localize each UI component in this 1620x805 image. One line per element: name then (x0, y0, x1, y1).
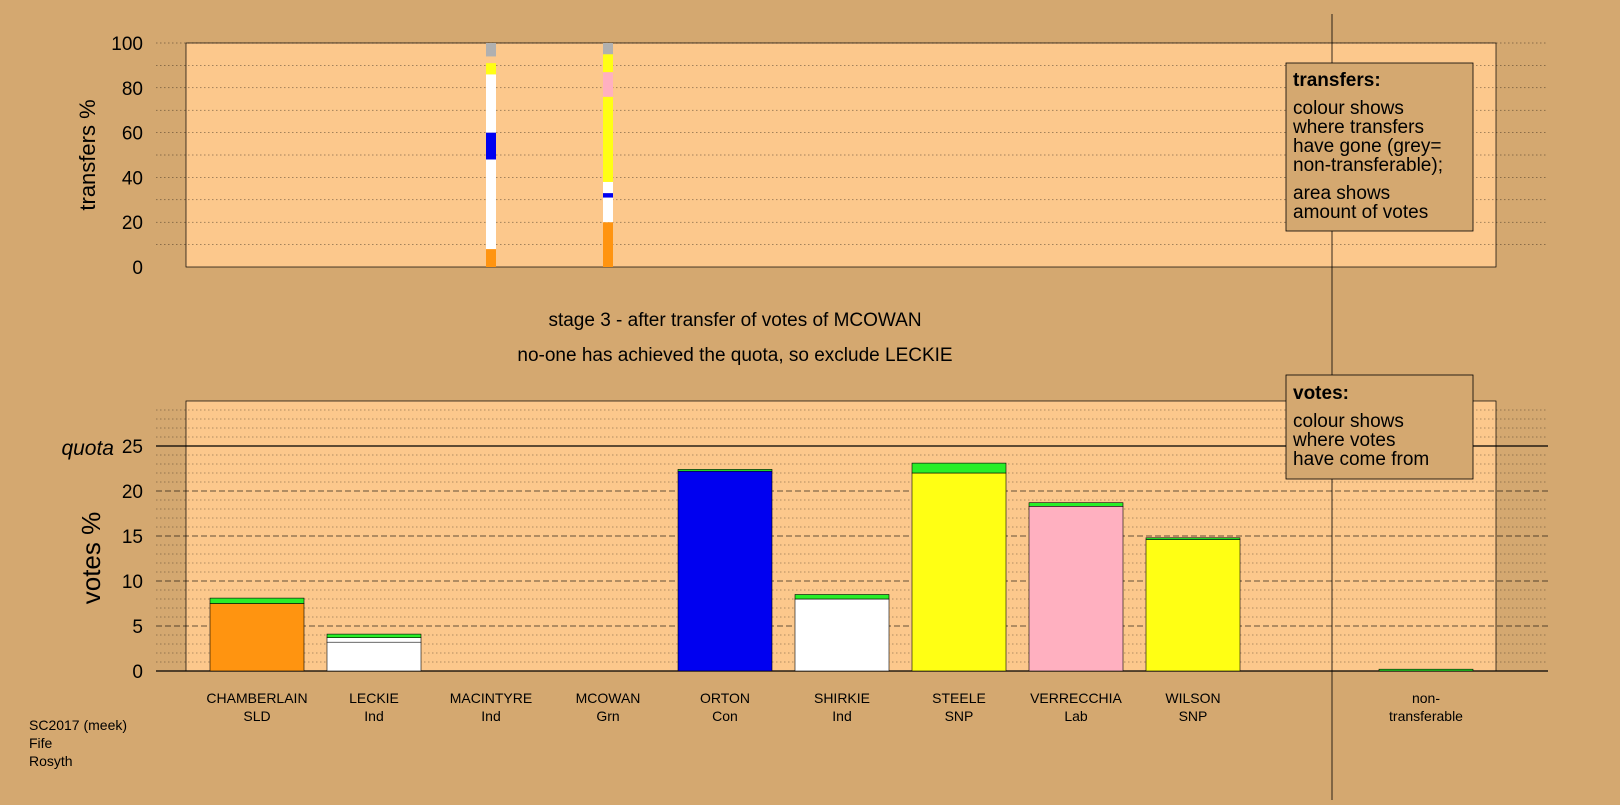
transfer-segment (603, 181, 613, 194)
transfer-segment (603, 54, 613, 73)
vote-bar-segment (1028, 505, 1124, 672)
transfers-legend: transfers: colour shows where transfers … (1285, 62, 1474, 232)
vote-bar-segment (677, 470, 773, 672)
footer-line: SC2017 (meek) (29, 717, 127, 733)
votes-legend-line: have come from (1293, 449, 1429, 470)
transfers-legend-line: non-transferable); (1293, 155, 1443, 176)
candidate-party-label: SLD (243, 708, 270, 724)
transfers-y-axis-label: transfers % (75, 99, 100, 210)
transfer-segment (486, 74, 496, 133)
votes-y-tick-label: 0 (132, 662, 143, 683)
vote-bar-segment (209, 603, 305, 672)
vote-bar-segment (911, 472, 1007, 672)
candidate-name-label: MACINTYRE (450, 690, 532, 706)
transfers-legend-line: colour shows (1293, 98, 1404, 119)
decision-text: no-one has achieved the quota, so exclud… (517, 345, 952, 366)
transfers-columns (486, 43, 613, 267)
nontransferable-label: non- (1412, 690, 1440, 706)
transfer-segment (486, 63, 496, 75)
votes-y-axis-label: votes % (76, 512, 106, 605)
vote-bar-segment (326, 637, 422, 643)
transfers-y-ticks: 0 20 40 60 80 100 (111, 34, 143, 279)
votes-bars (209, 462, 1474, 672)
votes-y-tick-label: 20 (122, 482, 143, 503)
candidate-party-label: Grn (596, 708, 619, 724)
vote-bar-segment (794, 594, 890, 600)
candidate-party-label: Ind (364, 708, 383, 724)
transfers-legend-title: transfers: (1293, 70, 1381, 91)
vote-bar-segment (326, 641, 422, 672)
candidate-labels: CHAMBERLAIN SLD LECKIE Ind MACINTYRE Ind MCOWA… (206, 690, 1463, 724)
candidate-name-label: STEELE (932, 690, 986, 706)
candidate-party-label: SNP (1179, 708, 1208, 724)
transfers-legend-line: where transfers (1292, 117, 1424, 138)
vote-bar-segment (326, 633, 422, 638)
transfer-segment (486, 159, 496, 250)
candidate-name-label: SHIRKIE (814, 690, 870, 706)
transfer-segment (603, 72, 613, 97)
transfer-segment (486, 132, 496, 160)
nontransferable-bar (1378, 668, 1474, 672)
transfers-y-tick-label: 80 (122, 79, 143, 100)
vote-bar-segment (209, 597, 305, 604)
vote-bar-segment (1145, 539, 1241, 672)
votes-legend-line: where votes (1292, 430, 1395, 451)
candidate-party-label: Con (712, 708, 738, 724)
transfer-segment (603, 197, 613, 223)
vote-bar-segment (794, 598, 890, 672)
votes-y-ticks: 0 5 10 15 20 25 (122, 437, 143, 683)
vote-bar-segment (1028, 502, 1124, 507)
candidate-party-label: SNP (945, 708, 974, 724)
transfer-segment (603, 43, 613, 55)
candidate-name-label: WILSON (1165, 690, 1220, 706)
candidate-party-label: Ind (832, 708, 851, 724)
candidate-name-label: LECKIE (349, 690, 399, 706)
votes-y-tick-label: 15 (122, 527, 143, 548)
votes-legend-title: votes: (1293, 383, 1349, 404)
transfer-segment (603, 222, 613, 267)
candidate-name-label: VERRECCHIA (1030, 690, 1122, 706)
nontransferable-label: transferable (1389, 708, 1463, 724)
vote-bar-segment (911, 462, 1007, 474)
transfers-legend-line: amount of votes (1293, 202, 1428, 223)
transfer-segment (486, 249, 496, 267)
transfers-y-tick-label: 20 (122, 213, 143, 234)
votes-y-tick-label: 10 (122, 572, 143, 593)
votes-y-tick-label: 25 (122, 437, 143, 458)
transfers-y-tick-label: 60 (122, 124, 143, 145)
votes-legend-line: colour shows (1293, 411, 1404, 432)
transfers-y-tick-label: 100 (111, 34, 143, 55)
candidate-party-label: Ind (481, 708, 500, 724)
footer-line: Fife (29, 735, 53, 751)
candidate-party-label: Lab (1064, 708, 1088, 724)
candidate-name-label: MCOWAN (576, 690, 641, 706)
footer-line: Rosyth (29, 753, 73, 769)
transfers-y-tick-label: 40 (122, 168, 143, 189)
stage-text: stage 3 - after transfer of votes of MCO… (548, 310, 921, 331)
transfer-segment (486, 43, 496, 57)
transfer-segment (603, 193, 613, 198)
candidate-name-label: ORTON (700, 690, 750, 706)
vote-bar-segment (677, 469, 773, 472)
votes-legend: votes: colour shows where votes have com… (1285, 374, 1474, 480)
quota-label: quota (61, 437, 114, 460)
transfers-legend-line: area shows (1293, 183, 1390, 204)
vote-bar-segment (1145, 537, 1241, 540)
transfers-legend-line: have gone (grey= (1293, 136, 1441, 157)
transfer-segment (603, 96, 613, 182)
candidate-name-label: CHAMBERLAIN (206, 690, 307, 706)
votes-y-tick-label: 5 (132, 617, 143, 638)
transfers-y-tick-label: 0 (132, 258, 143, 279)
